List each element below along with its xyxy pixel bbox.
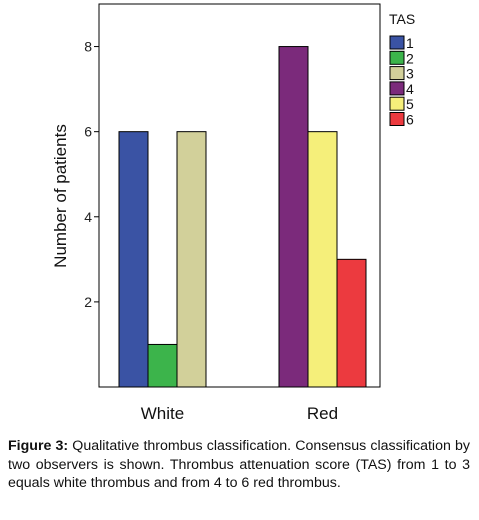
legend-label-2: 2	[406, 50, 414, 66]
bar-white-tas-1	[118, 131, 149, 388]
legend-swatch-1	[389, 35, 405, 50]
caption-text: Qualitative thrombus classification. Con…	[8, 438, 470, 491]
legend-swatch-4	[389, 81, 405, 96]
figure-caption: Figure 3: Qualitative thrombus classific…	[8, 437, 470, 493]
legend-label-1: 1	[406, 35, 414, 51]
legend-swatch-6	[389, 112, 405, 126]
legend-swatch-2	[389, 50, 405, 65]
legend-label-3: 3	[406, 66, 414, 82]
bar-white-tas-2	[147, 343, 178, 388]
y-tick-label-4: 4	[84, 209, 92, 225]
x-category-label-red: Red	[307, 404, 338, 423]
y-tick-label-2: 2	[84, 294, 92, 310]
y-tick-label-8: 8	[84, 39, 92, 55]
y-axis: 2 4 6 8	[84, 39, 99, 310]
bar-red-tas-5	[307, 131, 338, 388]
legend-label-6: 6	[406, 112, 414, 128]
legend-label-5: 5	[406, 96, 414, 112]
bar-red-tas-4	[278, 46, 309, 388]
legend-swatch-3	[389, 66, 405, 81]
bars-group	[118, 46, 367, 388]
legend-title: TAS	[389, 11, 415, 27]
y-axis-label: Number of patients	[51, 124, 70, 268]
plot-frame	[98, 3, 381, 388]
bar-red-tas-6	[336, 258, 367, 388]
y-tick-label-6: 6	[84, 124, 92, 140]
bar-white-tas-3	[176, 131, 207, 388]
x-category-label-white: White	[141, 404, 184, 423]
legend-swatch-5	[389, 96, 405, 111]
legend-label-4: 4	[406, 81, 414, 97]
x-axis-labels: White Red	[141, 404, 338, 423]
caption-label: Figure 3:	[8, 438, 69, 454]
